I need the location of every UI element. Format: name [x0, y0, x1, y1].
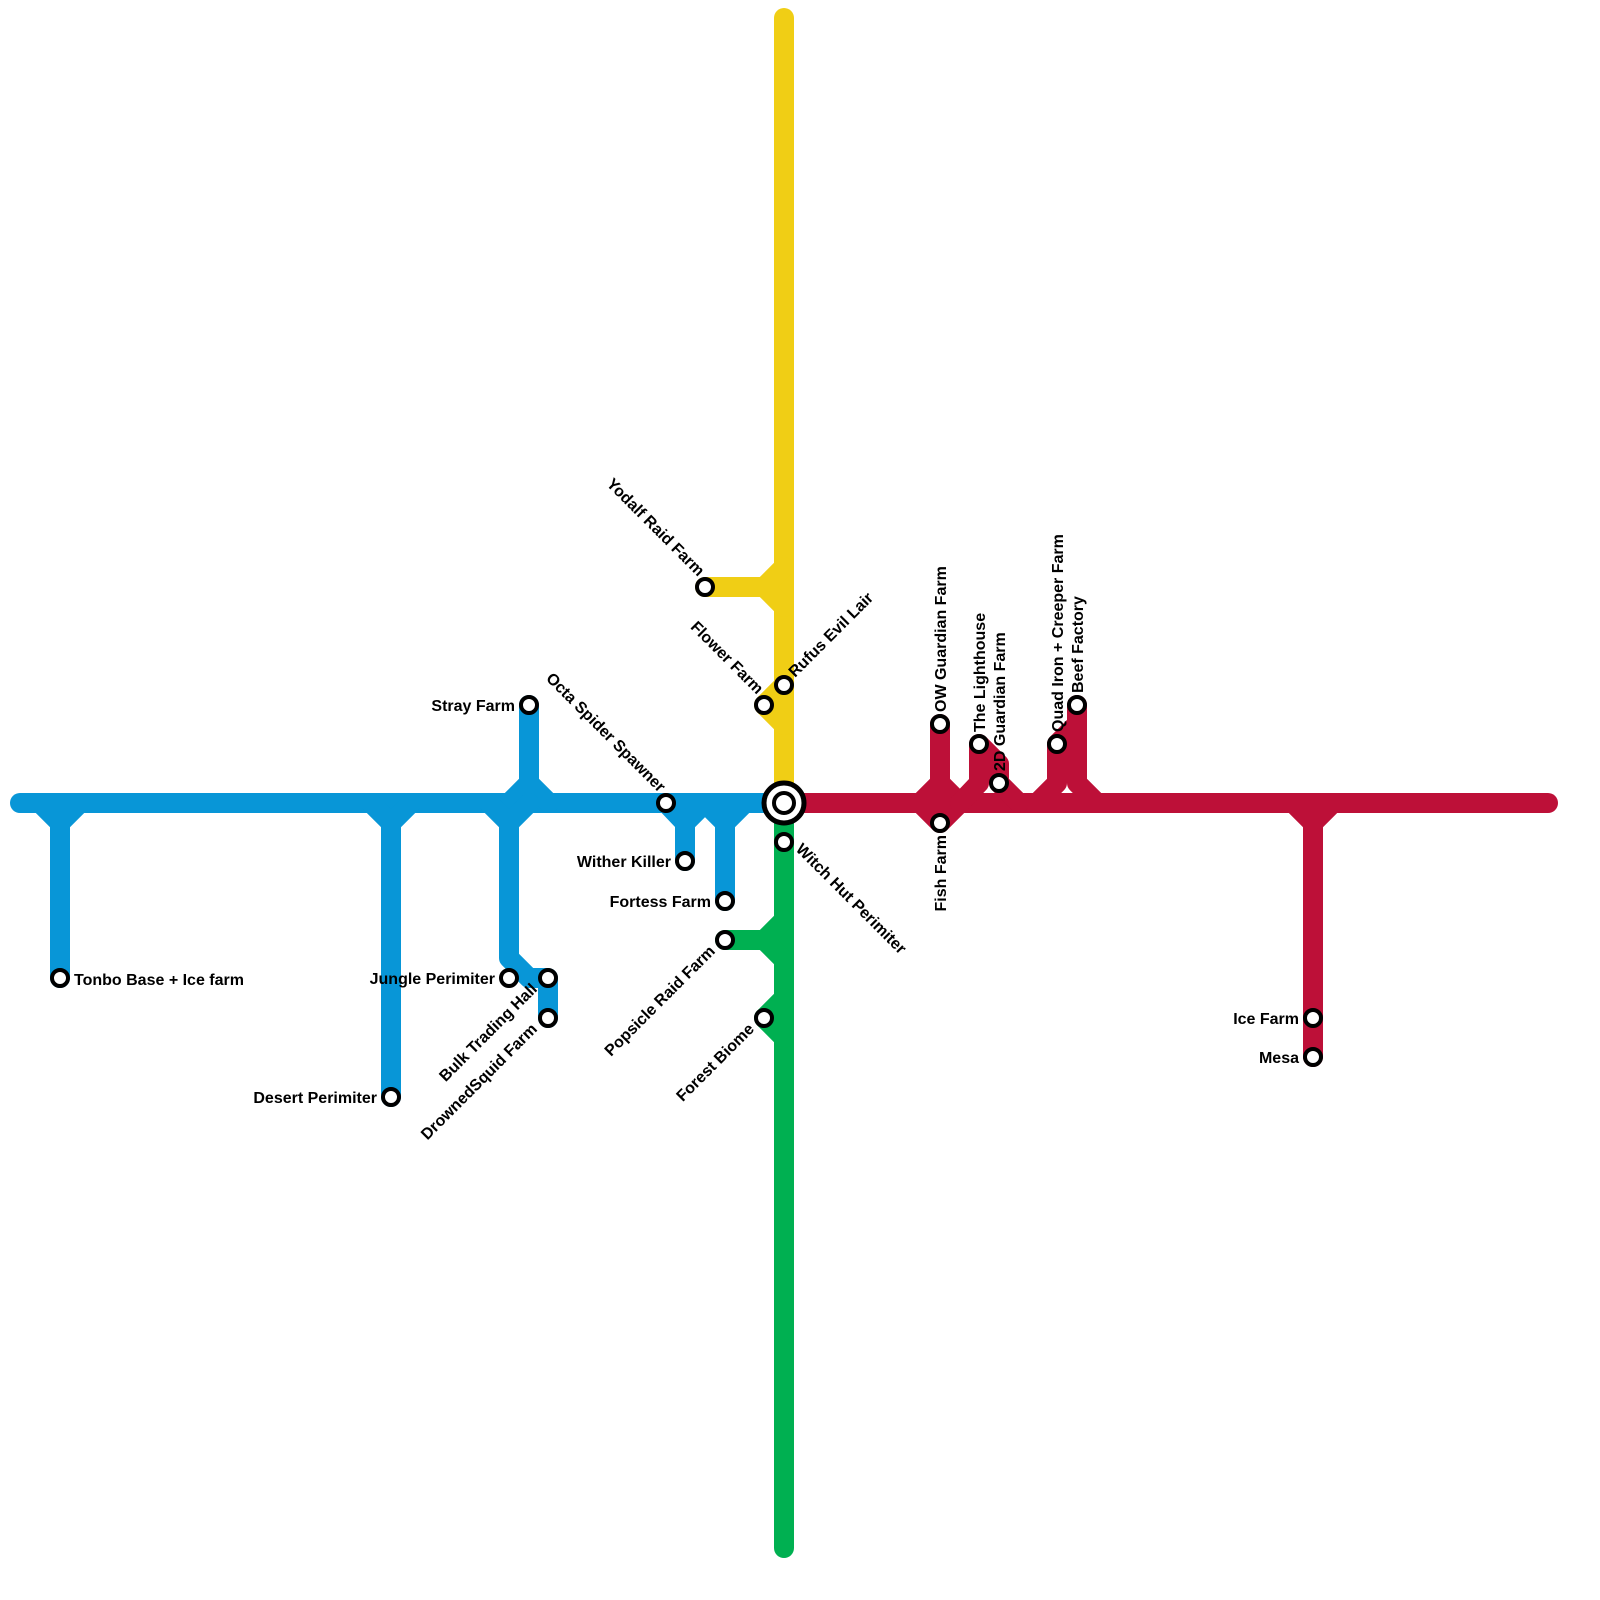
station-ice[interactable] [1303, 1008, 1323, 1028]
station-2d-guardian[interactable] [989, 773, 1009, 793]
station-drowned[interactable] [538, 1008, 558, 1028]
station-tonbo[interactable] [50, 968, 70, 988]
label-wither: Wither Killer [577, 854, 671, 871]
station-mesa[interactable] [1303, 1047, 1323, 1067]
label-ice: Ice Farm [1233, 1011, 1299, 1028]
station-jungle[interactable] [499, 968, 519, 988]
label-stray: Stray Farm [431, 698, 515, 715]
label-mesa: Mesa [1259, 1050, 1299, 1067]
station-ow[interactable] [930, 714, 950, 734]
label-popsicle: Popsicle Raid Farm [602, 943, 719, 1060]
station-quad[interactable] [1047, 734, 1067, 754]
station-popsicle[interactable] [715, 930, 735, 950]
station-flower[interactable] [754, 695, 774, 715]
label-2d-guardian: 2D Guardian Farm [992, 632, 1009, 771]
green-line [715, 793, 794, 1558]
label-lighthouse: The Lighthouse [972, 613, 989, 732]
red-line [774, 695, 1558, 1067]
label-beef: Beef Factory [1070, 596, 1087, 693]
station-beef[interactable] [1067, 695, 1087, 715]
station-bulk[interactable] [538, 968, 558, 988]
label-rufus: Rufus Evil Lair [786, 590, 877, 681]
station-wither[interactable] [675, 851, 695, 871]
station-forest[interactable] [754, 1008, 774, 1028]
label-desert: Desert Perimiter [253, 1090, 377, 1107]
label-jungle: Jungle Perimiter [370, 971, 495, 988]
label-ow: OW Guardian Farm [933, 566, 950, 712]
label-flower: Flower Farm [687, 619, 766, 698]
station-fish[interactable] [930, 813, 950, 833]
station-fortess[interactable] [715, 891, 735, 911]
label-forest: Forest Biome [674, 1021, 758, 1105]
station-lighthouse[interactable] [969, 734, 989, 754]
label-witch: Witch Hut Perimiter [792, 841, 909, 958]
station-witch[interactable] [774, 832, 794, 852]
label-octa: Octa Spider Spawner [542, 670, 668, 796]
station-yodalf[interactable] [695, 577, 715, 597]
label-quad: Quad Iron + Creeper Farm [1050, 534, 1067, 732]
station-stray[interactable] [519, 695, 539, 715]
label-fish: Fish Farm [933, 835, 950, 911]
interchange-hub[interactable] [761, 780, 807, 826]
blue-line [10, 695, 794, 1107]
station-rufus[interactable] [774, 675, 794, 695]
label-tonbo: Tonbo Base + Ice farm [74, 972, 244, 989]
stations [50, 577, 1323, 1107]
station-desert[interactable] [381, 1087, 401, 1107]
label-yodalf: Yodalf Raid Farm [603, 476, 707, 580]
label-fortess: Fortess Farm [610, 894, 711, 911]
station-octa[interactable] [656, 793, 676, 813]
